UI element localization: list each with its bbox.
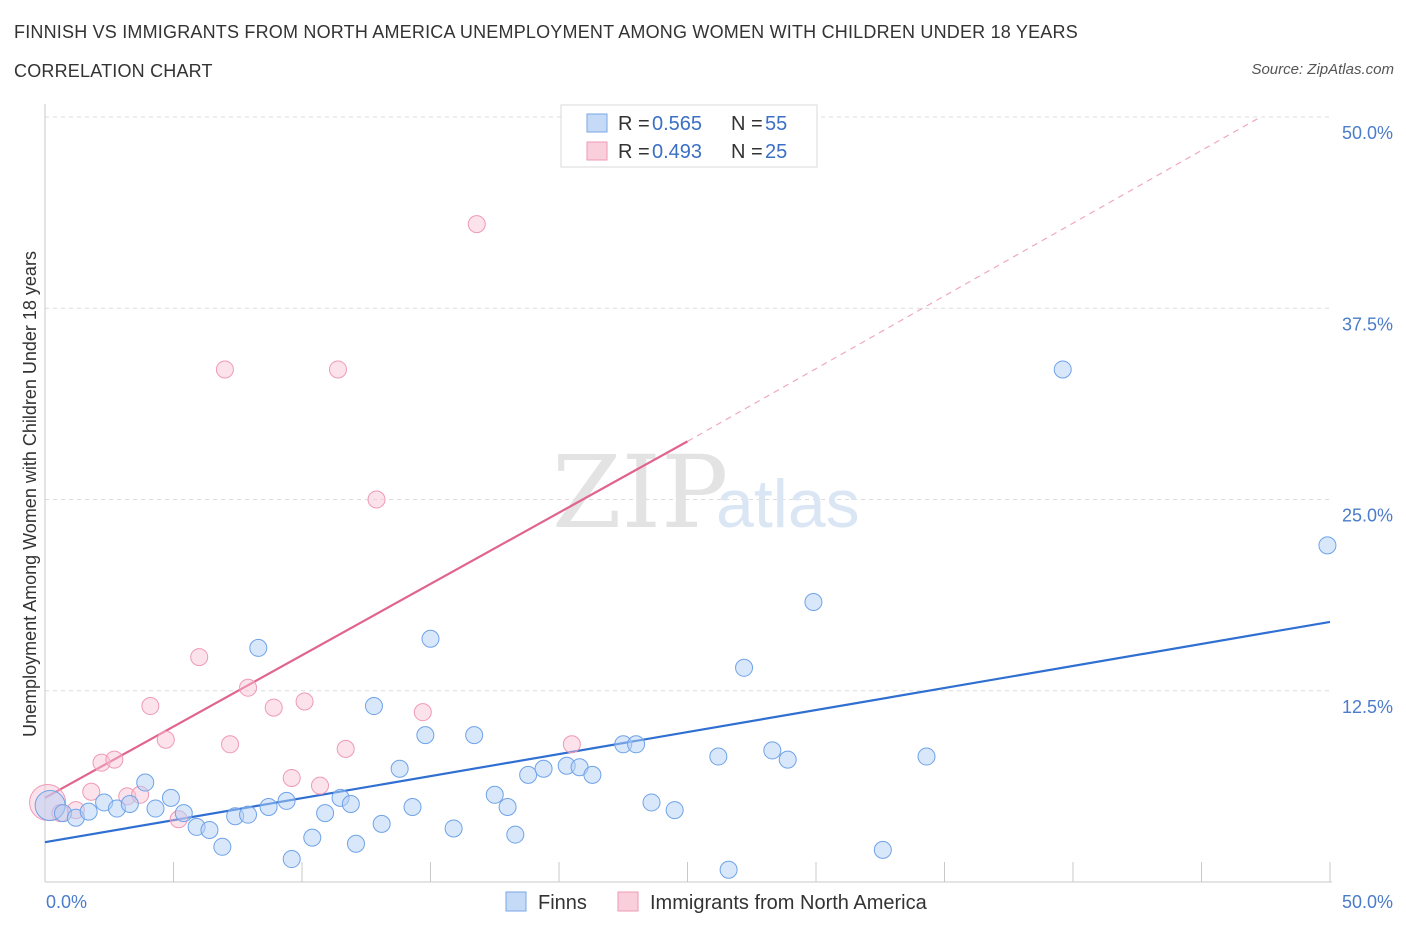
finns-point [506, 825, 525, 844]
watermark-atlas: atlas [716, 466, 860, 542]
watermark-zip: ZIP [552, 434, 728, 551]
finns-point [627, 735, 646, 754]
legend-label-immigrants: Immigrants from North America [650, 892, 928, 914]
stats-n-value-immigrants: 25 [765, 141, 787, 163]
immigrants-point [328, 360, 347, 379]
stats-n-label-finns: N = [731, 113, 763, 135]
finns-point [372, 814, 391, 833]
legend-swatch-immigrants [617, 891, 639, 912]
stats-n-label-immigrants: N = [731, 141, 763, 163]
finns-point [390, 759, 409, 778]
immigrants-point [221, 735, 240, 754]
watermark: ZIP atlas [552, 434, 860, 551]
finns-point [277, 791, 296, 810]
finns-point [346, 834, 365, 853]
immigrants-point [141, 697, 160, 716]
stats-swatch-finns [586, 113, 608, 133]
immigrants-point [310, 776, 329, 795]
chart-title: FINNISH VS IMMIGRANTS FROM NORTH AMERICA… [14, 22, 1078, 42]
y-tick-label: 25.0% [1342, 506, 1393, 526]
stats-box: R = 0.565 N = 55 R = 0.493 N = 25 [560, 104, 818, 168]
immigrants-point [190, 648, 209, 667]
x-tick-label: 50.0% [1342, 892, 1393, 912]
immigrants-point [215, 360, 234, 379]
stats-r-value-immigrants: 0.493 [652, 141, 702, 163]
source-label: Source: ZipAtlas.com [1251, 61, 1394, 78]
finns-point [719, 860, 738, 879]
finns-point [534, 759, 553, 778]
finns-point [421, 629, 440, 648]
tick-labels: 50.0% 37.5% 25.0% 12.5% 0.0% 50.0% [46, 123, 1393, 912]
finns-point [917, 747, 936, 766]
finns-trend-line [44, 620, 1331, 844]
y-tick-label: 50.0% [1342, 123, 1393, 143]
finns-point [485, 785, 504, 804]
finns-point [444, 819, 463, 838]
finns-point [120, 794, 139, 813]
finns-point [709, 747, 728, 766]
finns-point [303, 828, 322, 847]
finns-point [665, 801, 684, 820]
stats-n-value-finns: 55 [765, 113, 787, 135]
grid-lines [45, 116, 1330, 692]
immigrants-point [367, 490, 386, 509]
immigrants-point [239, 678, 258, 697]
immigrants-trend-line [44, 440, 689, 799]
finns-point [498, 798, 517, 817]
stats-r-value-finns: 0.565 [652, 113, 702, 135]
finns-point [735, 658, 754, 677]
immigrants-point [413, 703, 432, 722]
legend-swatch-finns [505, 891, 527, 912]
immigrants-point [562, 735, 581, 754]
legend: Finns Immigrants from North America [505, 891, 928, 914]
y-tick-label: 37.5% [1342, 314, 1393, 334]
finns-point [174, 804, 193, 823]
finns-point [763, 741, 782, 760]
immigrants-point [295, 692, 314, 711]
stats-r-label-finns: R = [618, 113, 650, 135]
immigrants-point [264, 698, 283, 717]
finns-point [341, 794, 360, 813]
immigrants-point [282, 768, 301, 787]
immigrants-point [336, 739, 355, 758]
data-points [29, 215, 1337, 879]
finns-point [146, 799, 165, 818]
immigrants-point [467, 215, 486, 234]
finns-point [416, 726, 435, 745]
finns-point [364, 697, 383, 716]
finns-point [1053, 360, 1072, 379]
trend-lines [44, 116, 1331, 844]
finns-point [804, 593, 823, 612]
immigrants-point [105, 750, 124, 769]
finns-point [465, 726, 484, 745]
finns-point [583, 765, 602, 784]
immigrants-point [82, 782, 101, 801]
y-axis-title: Unemployment Among Women with Children U… [20, 251, 40, 737]
finns-point [778, 750, 797, 769]
finns-point [873, 840, 892, 859]
stats-r-label-immigrants: R = [618, 141, 650, 163]
finns-point [316, 804, 335, 823]
finns-point [136, 773, 155, 792]
finns-point [249, 638, 268, 657]
finns-point [200, 820, 219, 839]
chart-subtitle: CORRELATION CHART [14, 61, 213, 81]
immigrants-point [156, 730, 175, 749]
legend-label-finns: Finns [538, 892, 587, 914]
stats-swatch-immigrants [586, 141, 608, 161]
axes [44, 104, 1332, 883]
finns-point [259, 798, 278, 817]
finns-point [1318, 536, 1337, 555]
finns-point [161, 788, 180, 807]
finns-point [282, 850, 301, 869]
x-tick-label: 0.0% [46, 892, 87, 912]
finns-point [79, 802, 98, 821]
finns-point [642, 793, 661, 812]
finns-point [519, 765, 538, 784]
finns-point [403, 798, 422, 817]
y-tick-label: 12.5% [1342, 697, 1393, 717]
finns-point [239, 805, 258, 824]
finns-point [213, 837, 232, 856]
